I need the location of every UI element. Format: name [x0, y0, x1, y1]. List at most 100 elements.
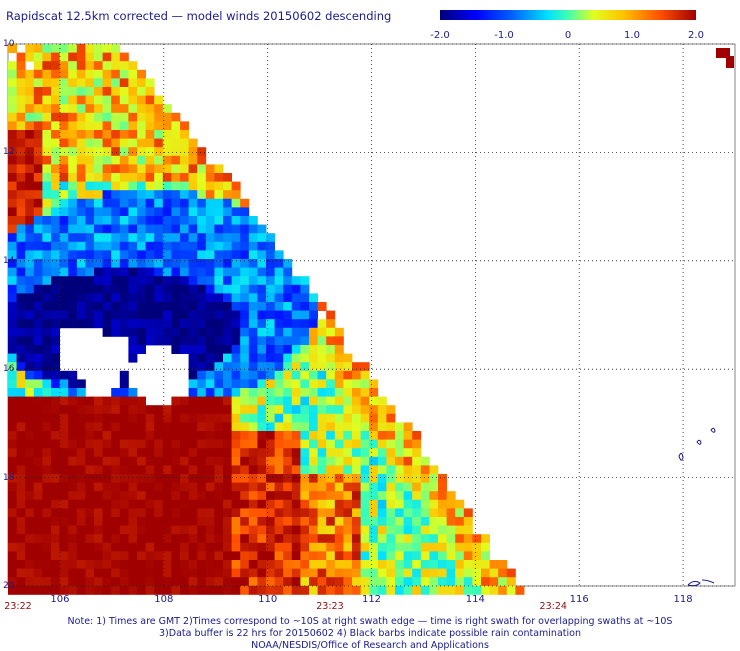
- swath-cell: [197, 388, 207, 397]
- swath-cell: [283, 259, 293, 268]
- swath-cell: [274, 474, 284, 483]
- swath-cell: [180, 396, 189, 406]
- swath-cell: [223, 448, 232, 458]
- swath-cell: [51, 491, 60, 501]
- swath-cell: [8, 224, 17, 234]
- swath-cell: [188, 439, 198, 449]
- swath-cell: [386, 491, 396, 501]
- swath-cell: [412, 499, 422, 509]
- swath-cell: [395, 499, 404, 509]
- swath-cell: [214, 396, 224, 406]
- swath-cell: [386, 577, 396, 587]
- swath-cell: [369, 431, 379, 440]
- swath-cell: [223, 319, 232, 329]
- swath-cell: [154, 190, 164, 200]
- swath-cell: [111, 534, 121, 544]
- swath-cell: [205, 482, 215, 492]
- swath-cell: [25, 379, 35, 389]
- swath-cell: [214, 267, 224, 277]
- swath-cell: [51, 405, 60, 415]
- swath-cell: [145, 577, 155, 587]
- swath-cell: [317, 370, 327, 380]
- swath-cell: [188, 388, 198, 397]
- swath-cell: [257, 431, 267, 440]
- swath-cell: [300, 379, 310, 389]
- swath-cell: [455, 560, 465, 569]
- swath-cell: [326, 525, 336, 535]
- swath-cell: [248, 310, 258, 320]
- swath-cell: [274, 585, 284, 595]
- swath-cell: [403, 517, 413, 526]
- swath-cell: [33, 319, 43, 329]
- swath-cell: [25, 542, 35, 552]
- swath-cell: [283, 491, 293, 501]
- swath-cell: [300, 302, 310, 311]
- swath-cell: [188, 250, 198, 260]
- swath-cell: [102, 525, 112, 535]
- swath-cell: [42, 474, 52, 483]
- swath-cell: [403, 422, 413, 432]
- swath-cell: [102, 233, 112, 243]
- swath-cell: [25, 173, 35, 182]
- swath-cell: [59, 293, 69, 303]
- swath-cell: [326, 456, 336, 466]
- swath-cell: [309, 551, 318, 561]
- swath-cell: [33, 491, 43, 501]
- swath-cell: [412, 551, 422, 561]
- swath-cell: [352, 534, 361, 544]
- swath-cell: [102, 302, 112, 311]
- swath-cell: [8, 542, 17, 552]
- swath-cell: [334, 353, 344, 363]
- swath-cell: [257, 525, 267, 535]
- swath-cell: [309, 379, 318, 389]
- swath-cell: [25, 104, 35, 114]
- swath-cell: [309, 370, 318, 380]
- swath-cell: [154, 336, 164, 346]
- swath-cell: [420, 585, 430, 595]
- swath-cell: [214, 327, 224, 337]
- swath-cell: [162, 482, 172, 492]
- swath-cell: [111, 422, 121, 432]
- swath-cell: [205, 345, 215, 354]
- swath-cell: [162, 431, 172, 440]
- swath-cell: [128, 155, 138, 165]
- swath-cell: [16, 456, 26, 466]
- swath-cell: [369, 568, 379, 578]
- y-tick-label: 16: [3, 364, 15, 375]
- swath-cell: [188, 568, 198, 578]
- swath-cell: [162, 534, 172, 544]
- swath-cell: [429, 551, 439, 561]
- swath-cell: [162, 405, 172, 415]
- swath-cell: [214, 499, 224, 509]
- swath-cell: [59, 95, 69, 105]
- swath-cell: [119, 130, 129, 139]
- swath-cell: [257, 577, 267, 587]
- swath-cell: [33, 405, 43, 415]
- swath-cell: [223, 267, 232, 277]
- swath-cell: [257, 276, 267, 286]
- swath-cell: [283, 585, 293, 595]
- swath-cell: [352, 517, 361, 526]
- swath-cell: [438, 474, 447, 483]
- swath-cell: [369, 551, 379, 561]
- swath-cell: [257, 327, 267, 337]
- swath-cell: [162, 138, 172, 148]
- swath-cell: [137, 431, 146, 440]
- swath-cell: [266, 345, 275, 354]
- swath-cell: [8, 422, 17, 432]
- swath-cell: [111, 439, 121, 449]
- swath-cell: [231, 517, 241, 526]
- swath-cell: [25, 482, 35, 492]
- swath-cell: [33, 276, 43, 286]
- swath-cell: [291, 577, 301, 587]
- swath-cell: [274, 525, 284, 535]
- swath-cell: [94, 138, 103, 148]
- swath-cell: [59, 44, 69, 53]
- swath-cell: [85, 551, 95, 561]
- swath-cell: [291, 534, 301, 544]
- swath-cell: [111, 542, 121, 552]
- swath-cell: [145, 517, 155, 526]
- swath-cell: [33, 44, 43, 53]
- swath-cell: [162, 327, 172, 337]
- swath-cell: [85, 190, 95, 200]
